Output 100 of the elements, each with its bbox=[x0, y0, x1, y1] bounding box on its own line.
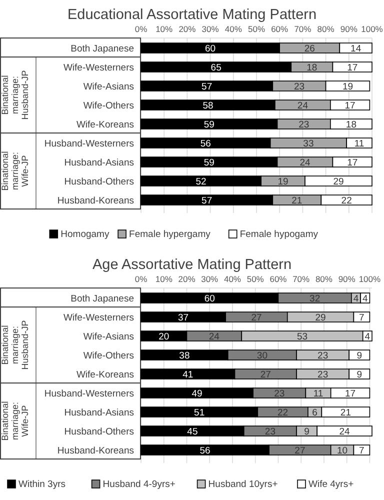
data-label: 24 bbox=[300, 158, 310, 168]
y-tick-label: Husband-Others bbox=[64, 176, 134, 188]
data-label: 19 bbox=[278, 176, 288, 188]
data-label: 17 bbox=[344, 100, 356, 112]
x-tick-label: 40% bbox=[224, 24, 242, 34]
y-tick-label: Wife-Asians bbox=[83, 82, 134, 92]
x-tick-label: 20% bbox=[178, 24, 196, 34]
legend-label: Female hypergamy bbox=[129, 229, 211, 240]
data-label: 17 bbox=[344, 388, 356, 400]
y-tick-label: Wife-Westerners bbox=[63, 312, 134, 324]
y-tick-label: Husband-Koreans bbox=[57, 446, 134, 456]
x-tick-label: 30% bbox=[201, 274, 219, 284]
data-label: 23 bbox=[264, 426, 276, 438]
data-label: 38 bbox=[179, 350, 190, 362]
legend-label: Husband 10yrs+ bbox=[208, 479, 278, 490]
data-label: 41 bbox=[182, 370, 194, 380]
data-label: 21 bbox=[292, 196, 302, 206]
x-tick-label: 50% bbox=[248, 24, 266, 34]
data-label: 9 bbox=[356, 370, 362, 380]
data-label: 65 bbox=[210, 62, 222, 74]
legend-label: Homogamy bbox=[60, 229, 110, 240]
y-tick-label: Wife-Koreans bbox=[76, 120, 134, 130]
x-tick-label: 100% bbox=[361, 24, 384, 34]
data-label: 17 bbox=[347, 62, 358, 74]
x-tick-label: 30% bbox=[202, 24, 220, 34]
x-tick-label: 0% bbox=[134, 24, 148, 34]
y-tick-label: Husband-Asians bbox=[64, 408, 134, 418]
data-label: 4 bbox=[353, 294, 359, 304]
x-tick-label: 10% bbox=[156, 24, 174, 34]
x-tick-label: 70% bbox=[292, 274, 310, 284]
data-label: 45 bbox=[187, 426, 198, 438]
legend-label: Wife 4yrs+ bbox=[308, 479, 354, 490]
legend-label: Female hypogamy bbox=[240, 229, 318, 240]
x-tick-label: 60% bbox=[270, 274, 288, 284]
y-tick-label: Both Japanese bbox=[70, 44, 134, 54]
data-label: 14 bbox=[350, 44, 362, 54]
y-tick-label: Husband-Westerners bbox=[44, 388, 134, 400]
x-tick-label: 60% bbox=[271, 24, 289, 34]
text: Binational marriage: Husband-JP bbox=[0, 70, 30, 120]
y-tick-label: Wife-Koreans bbox=[76, 370, 134, 380]
chart-title: Educational Assortative Mating Pattern bbox=[67, 7, 317, 23]
data-label: 56 bbox=[200, 138, 211, 150]
x-tick-label: 70% bbox=[294, 24, 312, 34]
data-label: 37 bbox=[178, 312, 189, 324]
data-label: 4 bbox=[364, 332, 370, 342]
x-tick-label: 50% bbox=[246, 274, 264, 284]
data-label: 49 bbox=[192, 388, 202, 400]
data-label: 22 bbox=[278, 408, 288, 418]
text: Binational marriage: Husband-JP bbox=[0, 320, 30, 370]
data-label: 6 bbox=[312, 408, 318, 418]
x-tick-label: 100% bbox=[358, 274, 382, 284]
data-label: 4 bbox=[362, 294, 368, 304]
data-label: 21 bbox=[340, 408, 351, 418]
data-label: 60 bbox=[205, 44, 216, 54]
x-tick-label: 90% bbox=[340, 24, 358, 34]
data-label: 23 bbox=[298, 120, 310, 130]
x-tick-label: 40% bbox=[224, 274, 242, 284]
data-label: 11 bbox=[313, 388, 324, 400]
legend-label: Within 3yrs bbox=[18, 479, 66, 490]
data-label: 18 bbox=[346, 120, 356, 130]
data-label: 51 bbox=[194, 408, 205, 418]
data-label: 24 bbox=[297, 100, 308, 112]
data-label: 33 bbox=[303, 138, 314, 150]
data-label: 7 bbox=[359, 446, 364, 456]
data-label: 23 bbox=[274, 388, 285, 400]
data-label: 29 bbox=[315, 312, 326, 324]
data-label: 29 bbox=[333, 176, 344, 188]
y-tick-label: Wife-Asians bbox=[83, 332, 134, 342]
data-label: 11 bbox=[354, 138, 364, 150]
data-label: 23 bbox=[294, 82, 305, 92]
x-tick-label: 80% bbox=[317, 24, 335, 34]
chart-title: Age Assortative Mating Pattern bbox=[92, 257, 292, 273]
data-label: 23 bbox=[318, 370, 328, 380]
data-label: 24 bbox=[339, 426, 350, 438]
data-label: 56 bbox=[200, 446, 210, 456]
data-label: 32 bbox=[310, 294, 320, 304]
data-label: 7 bbox=[359, 312, 364, 324]
y-tick-label: Husband-Others bbox=[64, 426, 134, 438]
data-label: 60 bbox=[204, 294, 215, 304]
y-tick-label: Wife-Others bbox=[83, 100, 134, 112]
data-label: 57 bbox=[202, 196, 212, 206]
data-label: 19 bbox=[342, 82, 354, 92]
x-tick-label: 0% bbox=[134, 274, 148, 284]
data-label: 27 bbox=[260, 370, 271, 380]
y-tick-label: Wife-Westerners bbox=[63, 62, 134, 74]
data-label: 10 bbox=[336, 446, 348, 456]
data-label: 59 bbox=[204, 120, 214, 130]
data-label: 22 bbox=[341, 196, 352, 206]
x-tick-label: 80% bbox=[315, 274, 333, 284]
data-label: 17 bbox=[347, 158, 358, 168]
data-label: 30 bbox=[256, 350, 268, 362]
data-label: 23 bbox=[318, 350, 328, 362]
y-tick-label: Husband-Asians bbox=[64, 158, 134, 168]
data-label: 20 bbox=[158, 332, 170, 342]
data-label: 27 bbox=[251, 312, 262, 324]
data-label: 24 bbox=[208, 332, 220, 342]
y-tick-label: Wife-Others bbox=[83, 350, 134, 362]
data-label: 53 bbox=[296, 332, 308, 342]
data-label: 18 bbox=[306, 62, 318, 74]
text: Binational marriage: Wife-JP bbox=[0, 151, 30, 191]
